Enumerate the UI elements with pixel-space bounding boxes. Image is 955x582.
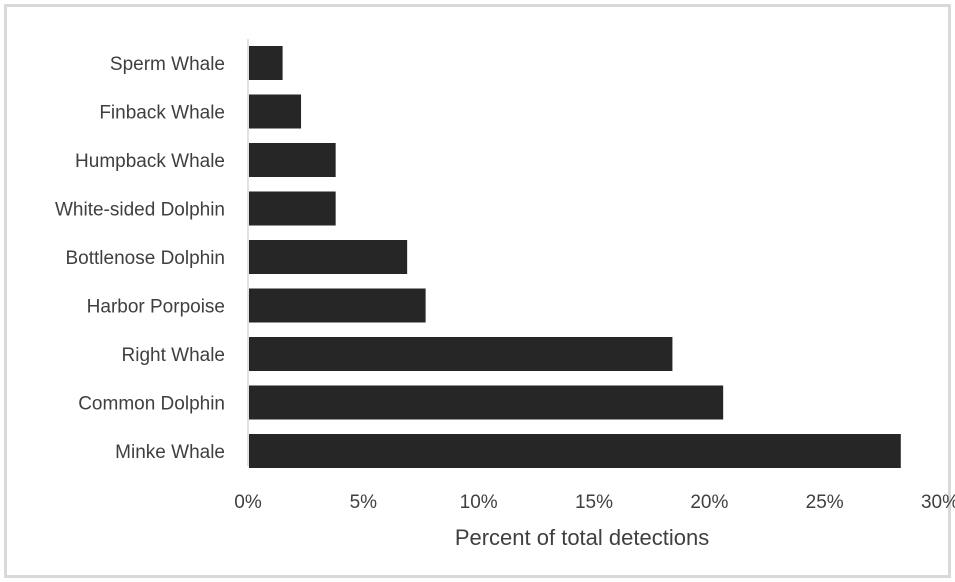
bar [249, 143, 336, 177]
category-label: Finback Whale [99, 103, 225, 124]
chart-frame [4, 4, 951, 578]
x-tick-label: 10% [460, 492, 498, 513]
category-label: Bottlenose Dolphin [66, 248, 226, 269]
category-labels: Sperm Whale Finback Whale Humpback Whale Wh… [55, 54, 225, 463]
bar [249, 94, 302, 129]
x-tick-label: 25% [806, 492, 844, 513]
category-label: Harbor Porpoise [87, 297, 225, 318]
bar [249, 337, 673, 371]
bar [249, 434, 901, 468]
category-label: White-sided Dolphin [55, 200, 225, 221]
bar [249, 46, 283, 80]
category-label: Humpback Whale [75, 151, 225, 172]
category-label: Minke Whale [115, 442, 225, 463]
x-tick-label: 5% [350, 492, 378, 513]
x-tick-label: 15% [575, 492, 613, 513]
bar [249, 191, 336, 226]
x-tick-label: 20% [690, 492, 728, 513]
x-tick-label: 0% [234, 492, 262, 513]
category-label: Right Whale [122, 345, 226, 366]
bar [249, 240, 408, 274]
bars-group [249, 46, 901, 468]
x-axis-title: Percent of total detections [455, 525, 709, 550]
category-label: Sperm Whale [110, 54, 225, 75]
category-label: Common Dolphin [78, 394, 225, 415]
x-tick-label: 30% [921, 492, 955, 513]
x-tick-labels: 0% 5% 10% 15% 20% 25% 30% [234, 492, 955, 513]
bar [249, 288, 426, 323]
bar [249, 385, 724, 420]
